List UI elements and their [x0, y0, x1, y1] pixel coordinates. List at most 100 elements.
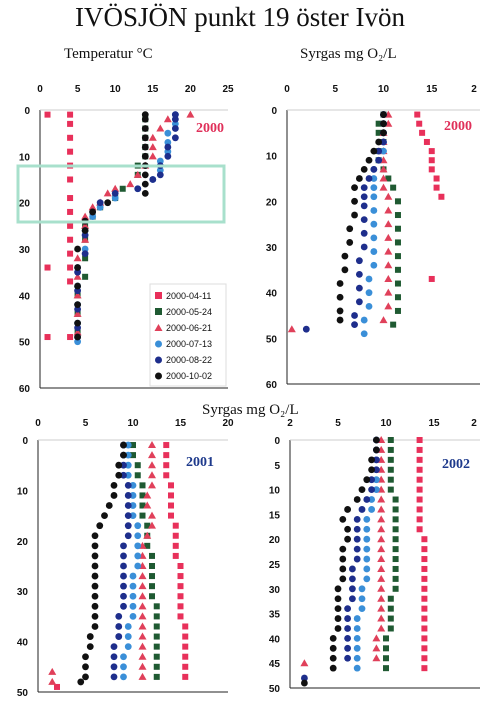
data-point — [428, 166, 435, 173]
data-point — [433, 184, 440, 191]
data-point — [148, 133, 157, 141]
data-point — [96, 522, 104, 530]
y-tick-label: 20 — [266, 197, 278, 208]
data-point — [148, 521, 156, 529]
data-point — [433, 175, 440, 182]
data-point — [346, 239, 354, 246]
data-point — [138, 622, 147, 630]
data-point — [380, 111, 387, 118]
legend-label: 2000-05-24 — [166, 307, 212, 317]
data-point — [149, 552, 155, 559]
data-point — [383, 665, 389, 672]
data-point — [134, 542, 142, 550]
data-point — [54, 683, 60, 690]
data-point — [120, 552, 127, 560]
data-point — [392, 516, 399, 523]
data-point — [349, 595, 356, 603]
data-point — [124, 643, 132, 651]
data-point — [139, 482, 146, 489]
data-point — [74, 333, 81, 341]
data-point — [48, 677, 57, 685]
data-point — [168, 512, 174, 519]
data-point — [115, 623, 123, 630]
data-point — [358, 585, 366, 593]
data-point — [368, 476, 375, 484]
data-point — [110, 653, 118, 661]
legend-item: 2000-06-21 — [154, 323, 212, 333]
series-2000-10-02 — [77, 441, 127, 686]
y-tick-label: 10 — [19, 152, 31, 163]
data-point — [370, 220, 378, 228]
x-tick-label: 5 — [75, 84, 81, 95]
data-point — [172, 542, 179, 549]
legend-marker — [155, 292, 162, 299]
legend-marker — [155, 308, 162, 315]
x-tick-label: 15 — [147, 84, 159, 95]
data-point — [124, 633, 132, 640]
series-2000-07-13 — [120, 441, 142, 681]
data-point — [339, 545, 347, 553]
data-point — [377, 614, 386, 622]
year-tag: 2002 — [442, 457, 470, 472]
data-point — [141, 152, 149, 160]
data-point — [383, 635, 389, 642]
data-point — [86, 643, 94, 651]
data-point — [373, 486, 380, 493]
data-point — [379, 165, 388, 173]
data-point — [394, 307, 401, 314]
x-tick-label: 10 — [110, 84, 122, 95]
data-point — [416, 526, 423, 533]
data-point — [143, 491, 152, 499]
data-point — [416, 516, 423, 523]
data-point — [387, 476, 394, 483]
data-point — [377, 604, 386, 612]
data-point — [423, 138, 430, 145]
data-point — [141, 125, 149, 132]
data-point — [387, 625, 394, 632]
data-point — [336, 280, 344, 287]
data-point — [394, 294, 401, 301]
data-point — [82, 273, 89, 280]
data-point — [329, 664, 337, 672]
data-point — [438, 193, 445, 200]
data-point — [363, 565, 371, 573]
data-point — [360, 202, 368, 210]
data-point — [67, 208, 74, 215]
data-point — [428, 148, 435, 155]
data-point — [370, 147, 378, 155]
data-point — [164, 152, 172, 160]
data-point — [384, 288, 393, 296]
data-point — [390, 184, 397, 191]
oxy-top-panel-title: Syrgas mg O₂/L — [300, 46, 397, 62]
data-point — [336, 307, 344, 315]
data-point — [171, 115, 179, 123]
data-point — [104, 199, 112, 207]
y-tick-label: 10 — [266, 152, 278, 163]
data-point — [372, 644, 381, 652]
data-point — [368, 456, 375, 464]
data-point — [91, 582, 99, 590]
data-point — [143, 531, 152, 539]
legend-label: 2000-04-11 — [166, 291, 211, 301]
data-point — [377, 515, 386, 523]
data-point — [353, 515, 361, 523]
data-point — [124, 532, 132, 540]
data-point — [392, 526, 399, 533]
data-point — [353, 635, 361, 642]
y-tick-label: 40 — [17, 638, 29, 649]
data-point — [120, 582, 127, 590]
data-point — [156, 171, 164, 179]
data-point — [358, 605, 366, 613]
data-point — [182, 643, 189, 650]
data-point — [416, 476, 423, 483]
data-point — [370, 165, 378, 173]
x-tick-label: 15 — [426, 84, 438, 95]
data-point — [355, 284, 363, 292]
data-point — [177, 573, 184, 580]
data-point — [428, 275, 435, 282]
data-point — [141, 171, 149, 179]
data-point — [153, 643, 160, 650]
legend-marker — [154, 324, 163, 331]
data-point — [377, 624, 386, 632]
data-point — [353, 496, 361, 503]
